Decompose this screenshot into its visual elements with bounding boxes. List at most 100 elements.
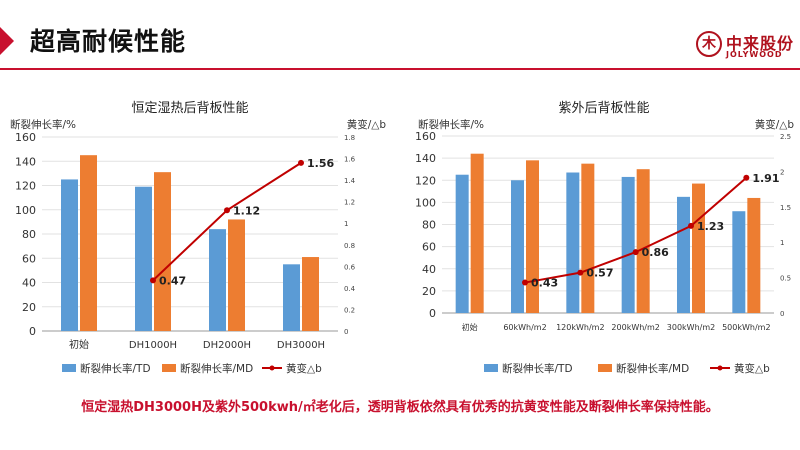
company-logo: 木 中来股份 JOLYWOOD	[696, 30, 796, 64]
y-tick-label: 60	[422, 241, 436, 254]
legend-line-label: 黄变△b	[734, 362, 770, 375]
legend-md-swatch	[598, 364, 612, 372]
y-axis-label: 断裂伸长率/%	[418, 118, 484, 131]
data-label: 0.43	[531, 277, 558, 290]
x-tick-label: 初始	[462, 322, 478, 332]
bar-td	[677, 196, 690, 313]
bar-md	[154, 172, 171, 331]
y-tick-label: 80	[22, 228, 36, 241]
x-tick-label: 120kWh/m2	[556, 323, 604, 332]
legend-md-label: 断裂伸长率/MD	[616, 362, 689, 375]
x-tick-label: DH1000H	[129, 340, 177, 351]
yellowing-point	[632, 249, 639, 256]
y2-tick-label: 1.4	[344, 177, 356, 185]
bar-md	[747, 197, 761, 313]
y-tick-label: 140	[15, 155, 36, 168]
y2-tick-label: 0	[780, 310, 784, 318]
header-divider	[0, 68, 800, 70]
data-label: 1.23	[697, 220, 724, 233]
logo-chinese-name: 中来股份	[726, 34, 795, 53]
legend-td-label: 断裂伸长率/TD	[80, 362, 151, 375]
x-tick-label: DH2000H	[203, 340, 251, 351]
bar-td	[283, 264, 300, 331]
y2-axis-label: 黄变/△b	[347, 118, 387, 131]
y2-axis-label: 黄变/△b	[755, 118, 795, 131]
chart-title: 紫外后背板性能	[558, 101, 649, 116]
uv-chart: 紫外后背板性能 断裂伸长率/% 黄变/△b 0 20 40 60 80 100 120 140 160…	[414, 92, 796, 386]
y-tick-label: 100	[15, 204, 36, 217]
legend-td-label: 断裂伸长率/TD	[502, 362, 573, 375]
y-tick-label: 40	[22, 277, 36, 290]
x-tick-label: 300kWh/m2	[667, 323, 715, 332]
x-tick-label: 初始	[69, 338, 89, 351]
bar-md	[228, 219, 245, 331]
chart-title: 恒定湿热后背板性能	[131, 101, 248, 116]
y2-tick-label: 0.2	[344, 306, 355, 314]
legend-td-swatch	[62, 364, 76, 372]
bar-md	[636, 169, 650, 313]
data-label: 1.56	[307, 157, 334, 170]
y-tick-label: 160	[415, 130, 436, 143]
logo-english-name: JOLYWOOD	[726, 50, 783, 59]
y2-tick-label: 0.8	[344, 242, 355, 250]
title-marker	[0, 27, 14, 55]
legend-md-swatch	[162, 364, 176, 372]
data-label: 0.86	[642, 246, 669, 259]
bar-td	[209, 229, 226, 331]
damp-heat-chart: 恒定湿热后背板性能断裂伸长率/% 黄变/△b 0 20 40 60 80 100 120 140 1…	[6, 92, 390, 386]
y2-tick-label: 2	[780, 168, 784, 176]
bar-td	[566, 172, 580, 313]
y2-tick-label: 1	[344, 220, 348, 228]
legend-line-label: 黄变△b	[286, 362, 322, 375]
y-tick-label: 0	[429, 307, 436, 320]
legend-md-label: 断裂伸长率/MD	[180, 362, 253, 375]
y2-tick-label: 1	[780, 239, 784, 247]
y-tick-label: 120	[15, 180, 36, 193]
logo-emblem-icon: 木	[696, 31, 722, 57]
conclusion-text: 恒定湿热DH3000H及紫外500kwh/㎡老化后，透明背板依然具有优秀的抗黄变…	[81, 400, 719, 415]
bar-md	[470, 153, 484, 313]
y-tick-label: 140	[415, 152, 436, 165]
yellowing-point	[577, 269, 584, 276]
bar-td	[732, 211, 746, 313]
yellowing-line	[152, 162, 302, 282]
bar-td	[455, 174, 469, 313]
page-title: 超高耐候性能	[30, 27, 187, 56]
yellowing-point	[224, 207, 230, 214]
legend-line-marker	[269, 365, 275, 371]
bar-md	[80, 155, 97, 331]
bar-td	[135, 186, 152, 331]
yellowing-point	[150, 277, 156, 284]
bar-md	[581, 163, 595, 313]
y2-tick-label: 1.5	[780, 204, 791, 212]
yellowing-point	[298, 159, 304, 166]
y-tick-label: 20	[22, 301, 36, 314]
bar-md	[526, 160, 539, 313]
y2-tick-label: 0.5	[780, 275, 791, 283]
x-tick-label: 60kWh/m2	[503, 323, 546, 332]
bar-md	[302, 257, 319, 331]
y-tick-label: 0	[29, 325, 36, 338]
y-tick-label: 120	[415, 174, 436, 187]
yellowing-point	[688, 222, 694, 229]
data-label: 0.57	[586, 267, 613, 280]
data-label: 1.91	[752, 172, 779, 185]
data-label: 1.12	[233, 204, 260, 217]
x-tick-label: 500kWh/m2	[722, 323, 770, 332]
bar-td	[61, 179, 78, 331]
y-tick-label: 40	[422, 263, 436, 276]
y-tick-label: 60	[22, 252, 36, 265]
y-tick-label: 100	[415, 196, 436, 209]
bar-md	[692, 183, 705, 313]
y2-tick-label: 0.6	[344, 263, 356, 271]
y2-tick-label: 1.6	[344, 156, 356, 164]
legend-td-swatch	[484, 364, 498, 372]
y-axis-label: 断裂伸长率/%	[10, 118, 76, 131]
y2-tick-label: 1.8	[344, 134, 355, 142]
yellowing-point	[743, 174, 750, 181]
y-tick-label: 160	[15, 131, 36, 144]
bar-td	[511, 180, 524, 313]
legend-line-marker	[717, 365, 723, 371]
y2-tick-label: 0.4	[344, 285, 356, 293]
yellowing-point	[522, 279, 528, 286]
